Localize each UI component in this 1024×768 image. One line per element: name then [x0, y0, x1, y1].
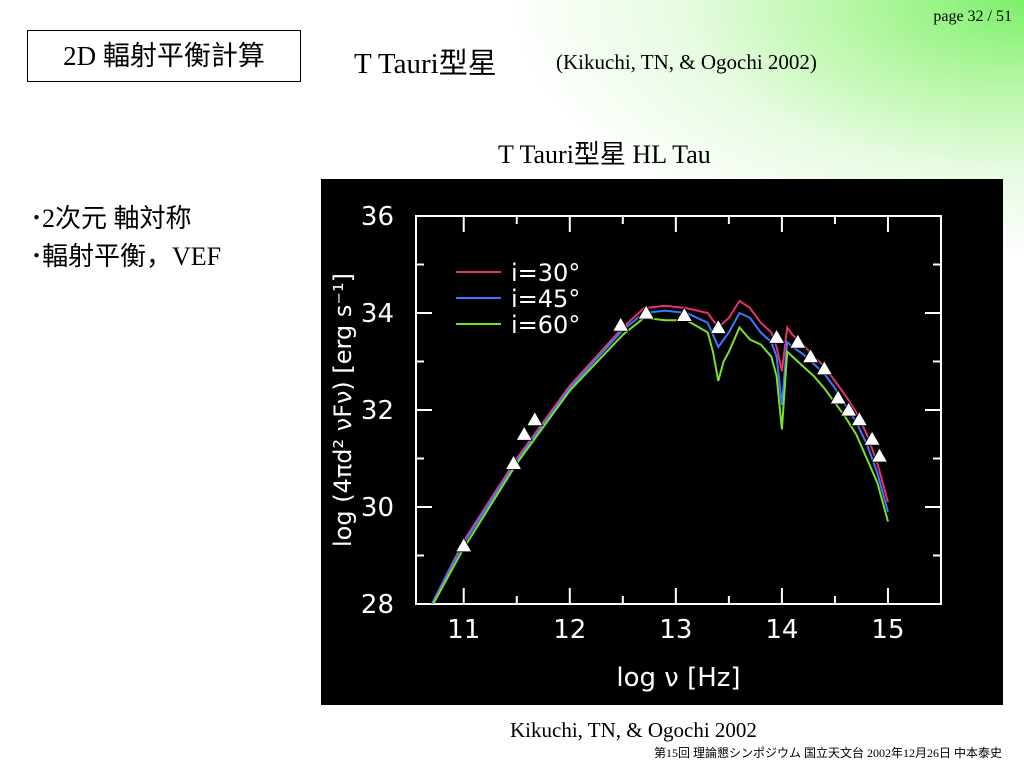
observation-marker	[829, 389, 847, 405]
main-title: T Tauri型星	[354, 48, 497, 80]
bullet-item: ･2次元 軸対称	[30, 200, 221, 238]
y-tick-label: 30	[361, 493, 394, 523]
observation-marker	[840, 401, 858, 417]
bullet-dot-icon: ･	[30, 204, 44, 233]
observation-marker	[850, 410, 869, 427]
y-tick-label: 32	[361, 396, 394, 426]
observation-marker	[767, 328, 786, 344]
bullet-text: 輻射平衡，VEF	[42, 242, 222, 271]
y-tick-label: 28	[361, 590, 394, 620]
observation-marker	[801, 347, 820, 364]
y-axis-label: log (4πd² νFν) [erg s⁻¹]	[329, 273, 357, 547]
y-tick-label: 34	[361, 299, 394, 329]
x-tick-label: 15	[871, 615, 904, 645]
bullet-dot-icon: ･	[30, 242, 44, 271]
chart-panel: 11 12 13 14 15 28 30 32 34 36 log ν [Hz] log (4πd² …	[321, 179, 1003, 705]
x-tick-label: 12	[553, 615, 586, 645]
legend-label: i=45°	[511, 285, 580, 313]
slide-title: 2D 輻射平衡計算	[27, 30, 301, 82]
figure-caption: Kikuchi, TN, & Ogochi 2002	[510, 718, 757, 742]
observation-marker	[637, 304, 655, 320]
chart-title: T Tauri型星 HL Tau	[498, 140, 711, 169]
legend-label: i=60°	[511, 311, 580, 339]
plot-frame	[415, 215, 942, 605]
series-line	[431, 309, 889, 604]
x-tick-label: 11	[447, 615, 480, 645]
bullet-text: 2次元 軸対称	[42, 204, 192, 233]
observation-marker	[675, 306, 694, 322]
observation-marker	[863, 430, 881, 446]
observation-marker	[455, 536, 473, 553]
series-line	[431, 299, 889, 604]
observation-marker	[526, 410, 544, 427]
observation-marker	[515, 425, 533, 441]
sed-chart: 11 12 13 14 15 28 30 32 34 36 log ν [Hz] log (4πd² …	[329, 202, 942, 693]
y-tick-label: 36	[361, 202, 394, 232]
footer: 第15回 理論懇シンポジウム 国立天文台 2002年12月26日 中本泰史	[653, 746, 1002, 760]
observation-marker	[870, 447, 889, 463]
bullet-list: ･2次元 軸対称 ･輻射平衡，VEF	[30, 200, 221, 276]
observation-marker	[789, 333, 807, 349]
page-number: page 32 / 51	[933, 8, 1012, 25]
citation-top: (Kikuchi, TN, & Ogochi 2002)	[556, 50, 817, 74]
bullet-item: ･輻射平衡，VEF	[30, 238, 221, 276]
series-line	[432, 316, 889, 604]
x-tick-label: 14	[765, 615, 798, 645]
observation-marker	[504, 454, 523, 470]
x-axis-label: log ν [Hz]	[616, 663, 740, 693]
observation-marker	[709, 318, 727, 334]
legend-label: i=30°	[511, 259, 580, 287]
x-tick-label: 13	[659, 615, 692, 645]
observation-marker	[815, 359, 834, 376]
observation-marker	[612, 316, 630, 332]
